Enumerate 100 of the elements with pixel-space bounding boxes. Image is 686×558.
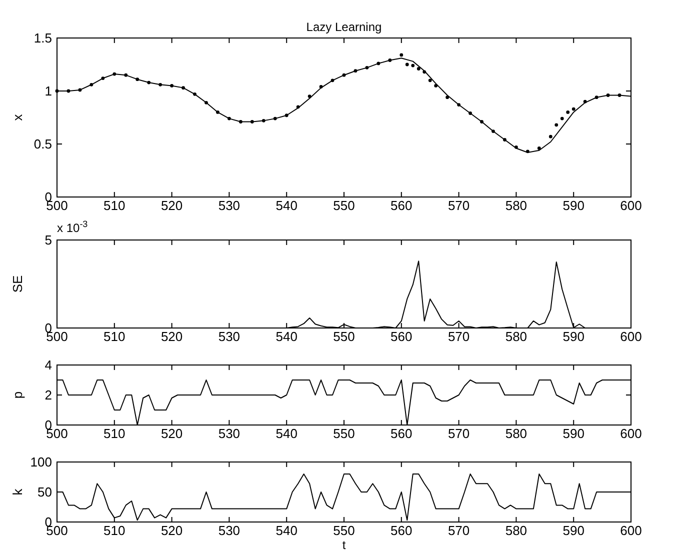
- point: [101, 76, 105, 80]
- point: [147, 80, 151, 84]
- x-tick-label: 560: [390, 426, 412, 441]
- point: [296, 105, 300, 109]
- x-tick-label: 590: [562, 523, 584, 538]
- x-tick-label: 520: [160, 329, 183, 344]
- point: [319, 85, 323, 88]
- x-tick-label: 530: [218, 523, 240, 538]
- y-axis-title: k: [10, 488, 25, 496]
- y-tick-label: 1: [44, 84, 52, 98]
- point: [262, 118, 266, 122]
- point: [411, 64, 415, 68]
- x-tick-label: 600: [620, 426, 642, 441]
- point: [354, 69, 358, 73]
- point: [480, 120, 484, 124]
- point: [548, 134, 552, 138]
- x-tick-label: 530: [218, 426, 240, 441]
- x-tick-label: 580: [505, 426, 528, 441]
- y-axis-title: x: [10, 114, 25, 121]
- x-tick-label: 510: [104, 198, 126, 213]
- point: [446, 96, 450, 100]
- x-tick-label: 570: [448, 523, 470, 538]
- point: [457, 103, 460, 106]
- x-tick-label: 580: [505, 523, 528, 538]
- y-tick-label: 1.5: [34, 30, 52, 46]
- point: [606, 94, 610, 97]
- point: [66, 89, 70, 93]
- point: [342, 73, 346, 77]
- point: [170, 84, 174, 88]
- x-tick-label: 520: [160, 426, 183, 441]
- y-tick-label: 5: [44, 232, 52, 248]
- point: [468, 112, 472, 115]
- y-axis-title: SE: [10, 275, 25, 293]
- x-axis-title: t: [342, 538, 346, 552]
- x-tick-label: 520: [160, 198, 183, 213]
- point: [90, 82, 94, 86]
- point: [55, 89, 59, 93]
- x-tick-label: 560: [390, 523, 412, 538]
- point: [112, 72, 116, 76]
- point: [554, 123, 558, 127]
- point: [216, 110, 220, 114]
- y-axis-title: p: [10, 391, 25, 399]
- text: x 10$^{-3}$: [57, 219, 88, 235]
- point: [526, 150, 530, 154]
- point: [204, 100, 208, 104]
- point: [273, 116, 277, 120]
- point: [503, 138, 506, 142]
- point: [422, 70, 426, 74]
- point: [284, 114, 288, 118]
- point: [514, 145, 518, 149]
- x-tick-label: 580: [505, 198, 528, 213]
- x-tick-label: 540: [276, 426, 298, 441]
- x-tick-label: 540: [276, 523, 298, 538]
- y-tick-label: 100: [30, 454, 52, 470]
- point: [405, 62, 409, 66]
- x-tick-label: 550: [333, 329, 355, 344]
- point: [308, 94, 312, 98]
- point: [365, 66, 369, 70]
- point: [566, 110, 570, 114]
- point: [228, 116, 231, 120]
- x-tick-label: 590: [562, 426, 584, 441]
- x-tick-label: 530: [218, 198, 240, 213]
- point: [124, 73, 128, 77]
- x-tick-label: 600: [620, 523, 642, 538]
- x-tick-label: 510: [104, 523, 126, 538]
- point: [136, 78, 140, 82]
- point: [238, 120, 242, 124]
- point: [492, 130, 495, 133]
- y-tick-label: 2: [44, 388, 52, 402]
- x-tick-label: 520: [160, 523, 183, 538]
- point: [376, 62, 380, 66]
- x-tick-label: 590: [562, 329, 584, 344]
- x-tick-label: 540: [276, 198, 298, 213]
- x-tick-label: 540: [276, 329, 298, 344]
- x-tick-label: 510: [104, 329, 126, 344]
- point: [400, 53, 404, 57]
- x-tick-label: 580: [505, 329, 528, 344]
- point: [618, 94, 622, 97]
- point: [434, 84, 438, 88]
- x-tick-label: 550: [333, 426, 355, 441]
- x-tick-label: 600: [620, 198, 642, 213]
- point: [78, 88, 82, 92]
- y-tick-label: 50: [38, 484, 52, 500]
- point: [428, 78, 432, 82]
- point: [250, 120, 254, 124]
- point: [583, 100, 587, 104]
- x-tick-label: 560: [390, 329, 412, 344]
- x-tick-label: 570: [448, 329, 470, 344]
- x-tick-label: 600: [620, 329, 642, 344]
- point: [572, 107, 576, 111]
- x-tick-label: 510: [104, 426, 126, 441]
- y-tick-label: 0.5: [34, 136, 52, 152]
- point: [537, 146, 541, 150]
- chart-title: Lazy Learning: [306, 20, 382, 34]
- x-tick-label: 560: [390, 198, 412, 213]
- point: [182, 86, 185, 90]
- x-tick-label: 570: [448, 426, 470, 441]
- x-tick-label: 530: [218, 329, 240, 344]
- point: [416, 67, 420, 70]
- x-tick-label: 570: [448, 198, 470, 213]
